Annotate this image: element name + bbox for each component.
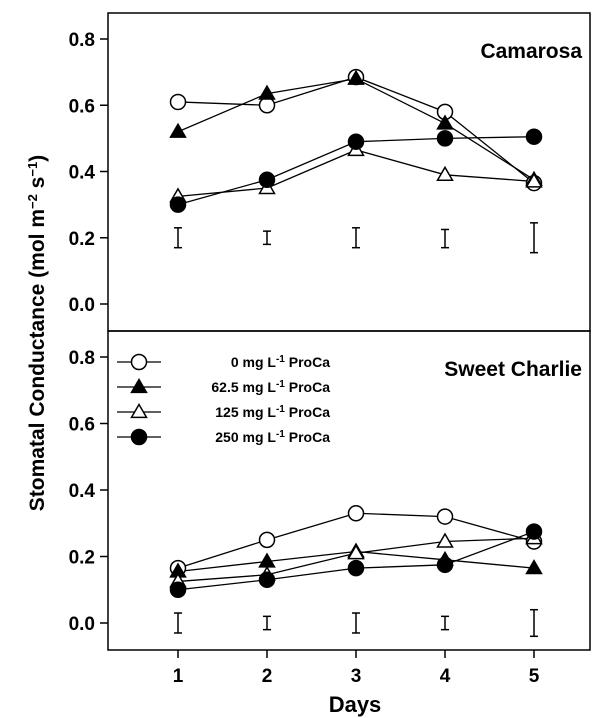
panel-camarosa-series-125-mg-l-1-proca-point-day-4 <box>436 165 454 181</box>
panel-sweet-charlie-error-bar-day-5 <box>530 608 538 638</box>
y-axis-label-end: ) <box>26 155 49 162</box>
panel-sweet-charlie-x-tick-label-2: 2 <box>262 666 273 687</box>
chart-panels: 0.0 0.2 0.4 0.6 0.8 Camarosa 0.0 0.2 0.4 0.6 0.8 Sw… <box>69 12 591 687</box>
panel-camarosa-series-62-5-mg-l-1-proca-point-day-3 <box>347 69 365 85</box>
legend-marker-4 <box>130 428 148 446</box>
panel-camarosa-series-250-mg-l-1-proca-point-day-1 <box>169 196 187 213</box>
legend: 0 mg L-1 ProCa 62.5 mg L-1 ProCa 125 mg L-… <box>117 354 330 446</box>
panel-camarosa: 0.0 0.2 0.4 0.6 0.8 Camarosa <box>69 12 591 332</box>
panel-sweet-charlie-error-bar-day-2 <box>263 615 271 631</box>
panel-camarosa-y-tick-label-0: 0.0 <box>69 295 95 316</box>
panel-sweet-charlie-y-tick-label-0: 0.0 <box>69 614 95 635</box>
y-axis-label-sup-1: −2 <box>25 194 40 209</box>
panel-camarosa-series-62-5-mg-l-1-proca-point-day-2 <box>258 84 276 100</box>
panel-camarosa-y-tick-label-2: 0.4 <box>69 163 96 184</box>
panel-camarosa-series-0-mg-l-1-proca-line <box>177 76 535 184</box>
panel-sweet-charlie-y-tick-label-3: 0.6 <box>69 415 95 436</box>
y-axis-label: Stomatal Conductance (mol m−2 s−1) <box>25 155 50 511</box>
legend-label-3: 125 mg L-1 ProCa <box>215 404 330 421</box>
panel-sweet-charlie-error-bar-day-1 <box>174 612 182 634</box>
panel-sweet-charlie-x-tick-label-1: 1 <box>173 666 184 687</box>
panel-sweet-charlie-y-tick-label-1: 0.2 <box>69 548 95 569</box>
panel-sweet-charlie-y-tick-label-4: 0.8 <box>69 348 95 369</box>
panel-sweet-charlie-x-tick-label-3: 3 <box>351 666 362 687</box>
panel-sweet-charlie-x-tick-label-5: 5 <box>529 666 540 687</box>
panel-camarosa-error-bar-day-5 <box>530 222 538 254</box>
legend-marker-3 <box>130 403 148 419</box>
panel-sweet-charlie-series-125-mg-l-1-proca-point-day-4 <box>436 532 454 548</box>
panel-sweet-charlie-y-tick-label-2: 0.4 <box>69 481 96 502</box>
panel-camarosa-series-62-5-mg-l-1-proca-line <box>177 78 535 181</box>
panel-camarosa-error-bar-day-4 <box>441 228 449 249</box>
panel-camarosa-y-tick-label-4: 0.8 <box>69 30 95 51</box>
legend-entry-4: 250 mg L-1 ProCa <box>117 429 330 446</box>
panel-camarosa-series-62-5-mg-l-1-proca-point-day-4 <box>436 114 454 130</box>
panel-sweet-charlie-series-250-mg-l-1-proca-point-day-3 <box>347 559 365 577</box>
panel-sweet-charlie-series-250-mg-l-1-proca-point-day-5 <box>525 523 543 540</box>
panel-sweet-charlie-title: Sweet Charlie <box>444 358 582 381</box>
panel-camarosa-error-bar-day-1 <box>174 227 182 249</box>
panel-camarosa-y-tick-label-3: 0.6 <box>69 96 95 117</box>
panel-camarosa-series-125-mg-l-1-proca-point-day-5 <box>525 172 543 188</box>
panel-camarosa-series-62-5-mg-l-1-proca-point-day-1 <box>169 122 187 138</box>
panel-camarosa-y-tick-label-1: 0.2 <box>69 229 95 250</box>
panel-sweet-charlie-x-tick-label-4: 4 <box>440 666 451 687</box>
legend-label-1: 0 mg L-1 ProCa <box>231 354 330 371</box>
panel-sweet-charlie-series-0-mg-l-1-proca-point-day-2 <box>258 531 276 549</box>
panel-sweet-charlie-error-bar-day-4 <box>441 615 449 631</box>
panel-camarosa-series-250-mg-l-1-proca-point-day-3 <box>347 133 365 150</box>
panel-sweet-charlie-series-125-mg-l-1-proca-point-day-3 <box>347 544 365 560</box>
panel-camarosa-series-0-mg-l-1-proca-point-day-2 <box>258 97 276 114</box>
panel-camarosa-error-bar-day-3 <box>352 227 360 249</box>
panel-sweet-charlie-series-0-mg-l-1-proca-point-day-4 <box>436 508 454 525</box>
legend-entry-1: 0 mg L-1 ProCa <box>117 354 330 371</box>
legend-entry-3: 125 mg L-1 ProCa <box>117 403 330 421</box>
panel-sweet-charlie-series-62-5-mg-l-1-proca-point-day-5 <box>525 559 543 575</box>
panel-camarosa-series-0-mg-l-1-proca-point-day-1 <box>169 93 187 111</box>
panel-camarosa-series-250-mg-l-1-proca-point-day-4 <box>436 130 454 147</box>
x-axis-label: Days <box>329 692 382 717</box>
panel-sweet-charlie-series-0-mg-l-1-proca-point-day-3 <box>347 505 365 522</box>
panel-camarosa-series-250-mg-l-1-proca-point-day-2 <box>258 171 276 189</box>
panel-camarosa-title: Camarosa <box>480 40 582 63</box>
legend-label-4: 250 mg L-1 ProCa <box>215 429 330 446</box>
legend-marker-1 <box>130 353 148 371</box>
panel-sweet-charlie-series-250-mg-l-1-proca-point-day-4 <box>436 556 454 574</box>
panel-sweet-charlie: 0.0 0.2 0.4 0.6 0.8 Sweet Charlie 1 2 3 4 5 <box>69 330 591 687</box>
panel-sweet-charlie-series-250-mg-l-1-proca-point-day-1 <box>169 581 187 598</box>
y-axis-label-main: Stomatal Conductance (mol m <box>26 209 49 511</box>
legend-label-2: 62.5 mg L-1 ProCa <box>211 379 330 396</box>
y-axis-label-sup-2: −1 <box>25 162 40 177</box>
panel-sweet-charlie-error-bar-day-3 <box>352 612 360 634</box>
legend-marker-2 <box>130 378 148 394</box>
y-axis-label-mid: s <box>26 177 49 195</box>
panel-camarosa-series-250-mg-l-1-proca-point-day-5 <box>525 128 543 145</box>
panel-sweet-charlie-series-250-mg-l-1-proca-point-day-2 <box>258 571 276 589</box>
panel-camarosa-error-bar-day-2 <box>263 230 271 246</box>
legend-entry-2: 62.5 mg L-1 ProCa <box>117 378 330 396</box>
